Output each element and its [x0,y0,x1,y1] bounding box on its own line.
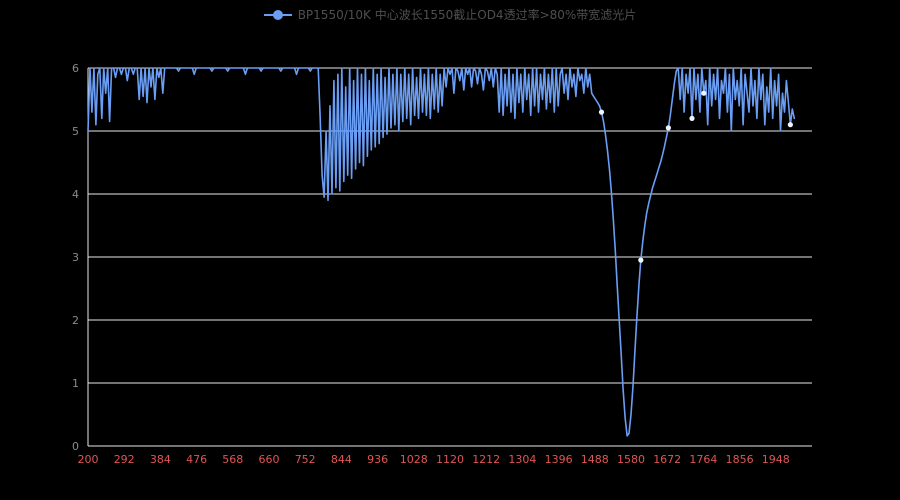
series-point-marker [787,122,793,128]
y-axis-label: 2 [72,314,79,327]
x-axis-label: 1396 [545,453,573,466]
x-axis-label: 1304 [508,453,536,466]
x-axis-label: 200 [78,453,99,466]
series-point-marker [638,257,644,263]
x-axis-label: 384 [150,453,171,466]
legend-line-marker-icon [263,9,292,20]
x-axis-label: 1028 [400,453,428,466]
x-axis-label: 1212 [472,453,500,466]
x-axis-label: 292 [114,453,135,466]
x-axis-label: 936 [367,453,388,466]
x-axis-label: 844 [331,453,352,466]
x-axis-label: 1948 [762,453,790,466]
x-axis-label: 1856 [726,453,754,466]
x-axis-label: 1672 [653,453,681,466]
x-axis-label: 568 [222,453,243,466]
y-axis-label: 6 [72,62,79,75]
y-axis-label: 5 [72,125,79,138]
series-point-marker [598,109,605,115]
series-point-marker [701,90,707,96]
x-axis-label: 1120 [436,453,464,466]
y-axis-label: 0 [72,440,79,453]
series-point-marker [689,115,695,121]
x-axis-label: 1488 [581,453,609,466]
y-axis-label: 4 [72,188,79,201]
legend-item[interactable]: BP1550/10K 中心波长1550截止OD4透过率>80%带宽滤光片 [0,6,900,23]
y-axis-label: 1 [72,377,79,390]
x-axis-label: 476 [186,453,207,466]
y-axis-label: 3 [72,251,79,264]
x-axis-label: 660 [259,453,280,466]
x-axis-label: 1580 [617,453,645,466]
x-axis-label: 752 [295,453,316,466]
x-axis-label: 1764 [689,453,717,466]
series-line [87,67,796,437]
series-point-marker [665,125,671,131]
legend-label: BP1550/10K 中心波长1550截止OD4透过率>80%带宽滤光片 [297,8,637,22]
